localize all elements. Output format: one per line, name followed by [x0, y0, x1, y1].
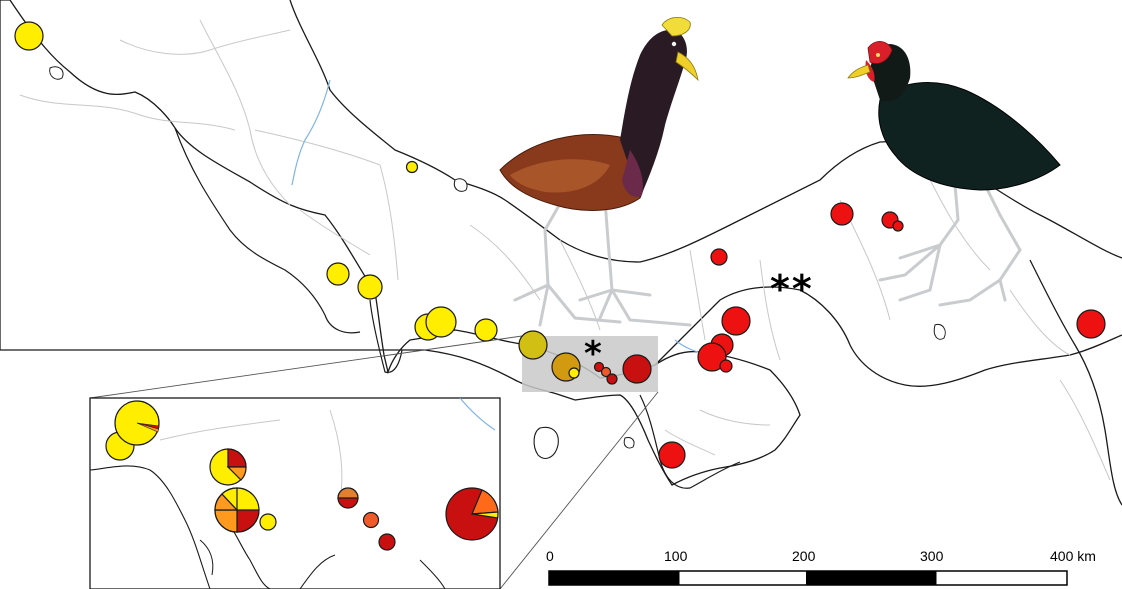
- island-nw: [49, 66, 64, 80]
- site-point: [14, 21, 44, 51]
- site-point: [710, 248, 728, 266]
- inset-site-slice: [136, 422, 159, 433]
- sampling-points: [14, 21, 1106, 469]
- nicoya-peninsula: [174, 127, 361, 334]
- site-point: [719, 359, 733, 373]
- scale-segment-white: [936, 574, 1064, 582]
- site-point: [1076, 309, 1106, 339]
- inset-site-slice: [214, 509, 238, 533]
- site-point: [405, 160, 419, 174]
- inset-site-slice: [221, 487, 238, 512]
- site-point: [721, 306, 751, 336]
- site-point: [892, 220, 904, 232]
- site-point: [326, 262, 350, 286]
- inset-site-slice: [236, 509, 260, 533]
- inset-connectors: [89, 335, 659, 589]
- island-bocas: [453, 178, 468, 192]
- site-point: [622, 354, 652, 384]
- single-asterisk-marker: *: [584, 334, 602, 374]
- scale-label: 400 km: [1050, 548, 1096, 564]
- site-point: [606, 373, 618, 385]
- inset-site: [259, 513, 277, 531]
- inset-site-slice: [226, 466, 247, 481]
- site-point: [830, 202, 854, 226]
- site-point: [658, 441, 686, 469]
- double-asterisk-marker: **: [770, 267, 814, 311]
- site-point: [518, 330, 548, 360]
- scale-segment-white: [679, 574, 806, 582]
- wattled-jacana-illustration: [847, 41, 1061, 307]
- island-small-1: [623, 437, 635, 449]
- site-point: [568, 367, 580, 379]
- site-point: [697, 342, 727, 372]
- pacific-coast-panama: [654, 286, 1122, 387]
- island-pearl: [933, 323, 946, 340]
- site-point: [600, 366, 612, 378]
- scale-bar: 0 100 200 300 400 km: [546, 548, 1096, 586]
- inset-map: [89, 397, 501, 589]
- azuero-peninsula: [639, 394, 741, 489]
- scale-segment-black: [806, 571, 936, 585]
- scale-segment-black: [549, 571, 679, 585]
- inset-site: [362, 511, 380, 529]
- scale-label: 300: [920, 548, 944, 564]
- scale-label: 200: [792, 548, 816, 564]
- osa-peninsula: [369, 299, 403, 374]
- inset-site-slice: [337, 487, 359, 499]
- site-point: [357, 274, 383, 300]
- colombia-coast: [1029, 259, 1122, 506]
- site-point: [425, 306, 457, 338]
- inset-site: [378, 533, 396, 551]
- site-point: [474, 318, 498, 342]
- northern-jacana-illustration: [499, 17, 699, 327]
- inset-site-slice: [471, 511, 499, 519]
- site-point: [593, 361, 605, 373]
- scale-label: 100: [664, 548, 688, 564]
- scale-label: 0: [546, 548, 554, 564]
- island-coiba: [533, 426, 559, 459]
